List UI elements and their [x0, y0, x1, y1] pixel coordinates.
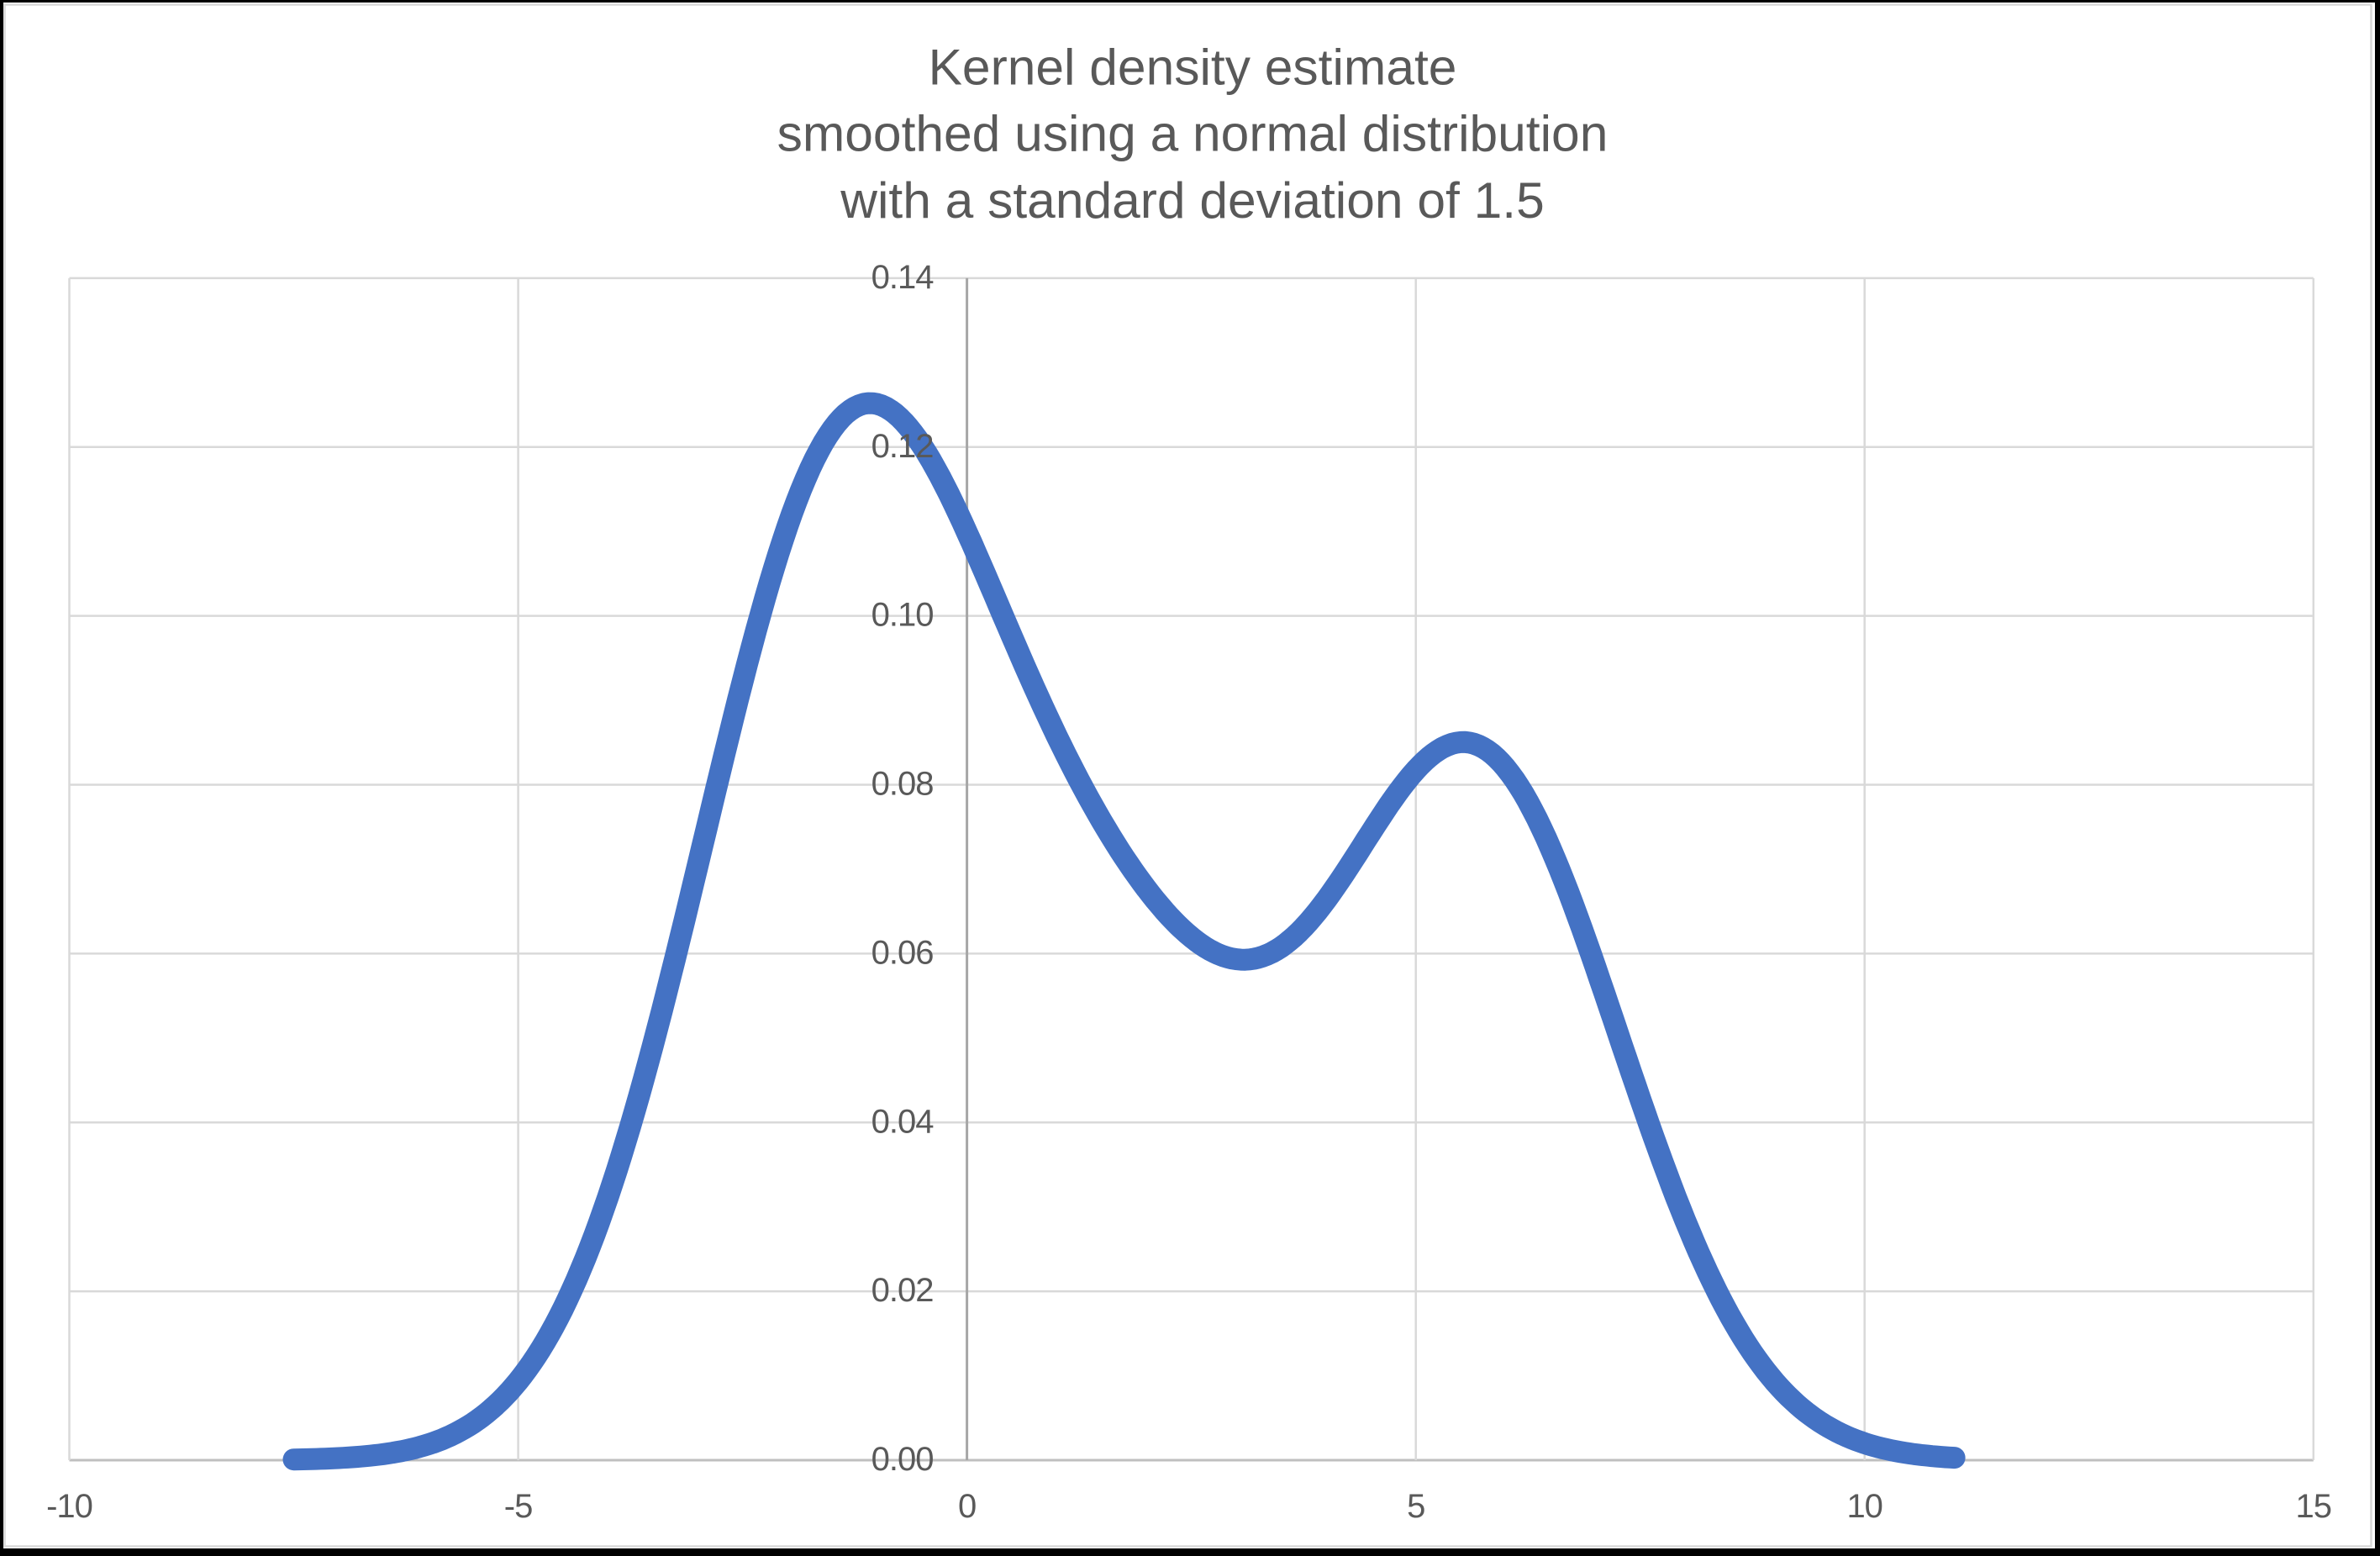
svg-text:0.10: 0.10 — [871, 597, 934, 634]
svg-text:-5: -5 — [504, 1488, 533, 1525]
svg-text:0.14: 0.14 — [871, 259, 935, 296]
svg-text:0: 0 — [958, 1488, 976, 1525]
svg-text:10: 10 — [1846, 1488, 1882, 1525]
svg-text:0.06: 0.06 — [871, 934, 934, 971]
svg-text:with a standard deviation of 1: with a standard deviation of 1.5 — [840, 171, 1544, 229]
svg-text:Kernel density estimate: Kernel density estimate — [929, 38, 1457, 95]
svg-text:5: 5 — [1407, 1488, 1424, 1525]
svg-text:0.04: 0.04 — [871, 1103, 935, 1140]
svg-text:0.12: 0.12 — [871, 428, 934, 465]
svg-text:15: 15 — [2296, 1488, 2332, 1525]
svg-text:0.08: 0.08 — [871, 766, 934, 803]
svg-text:0.00: 0.00 — [871, 1441, 934, 1478]
svg-text:smoothed using a normal distri: smoothed using a normal distribution — [777, 105, 1609, 162]
svg-text:0.02: 0.02 — [871, 1272, 934, 1309]
svg-text:-10: -10 — [46, 1488, 92, 1525]
